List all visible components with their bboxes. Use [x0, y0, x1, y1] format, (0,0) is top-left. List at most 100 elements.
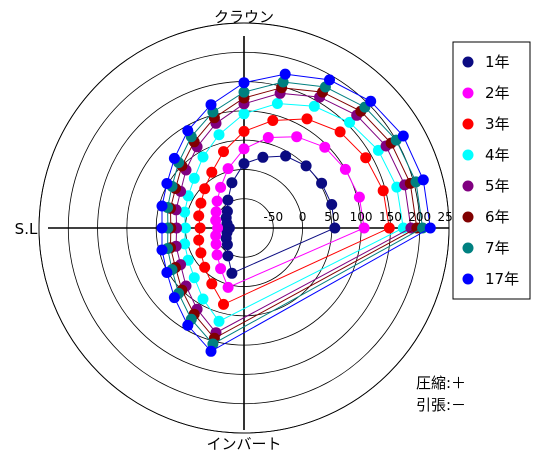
legend-label: 6年 [485, 208, 510, 226]
data-point [205, 99, 217, 111]
data-point [222, 194, 234, 206]
legend-item: 3年 [462, 115, 510, 133]
data-point [222, 163, 234, 175]
data-point [238, 77, 250, 89]
data-point [280, 150, 292, 162]
data-point [291, 131, 303, 143]
data-point [267, 115, 279, 126]
data-point [193, 210, 205, 222]
data-point [353, 191, 365, 203]
legend-item: 5年 [462, 177, 510, 195]
data-point [339, 163, 351, 175]
radial-tick-labels: -50 0 50 100 150 200 250 [263, 210, 460, 224]
legend-marker [462, 242, 474, 254]
data-point [397, 130, 409, 142]
data-point [238, 108, 250, 120]
data-point [334, 126, 346, 138]
data-point [308, 100, 320, 112]
legend-item: 2年 [462, 84, 510, 102]
series-group [156, 68, 436, 357]
data-point [168, 292, 180, 304]
data-point [205, 345, 217, 357]
data-point [316, 177, 328, 189]
data-point [238, 143, 250, 155]
direction-label-bottom: インバート [206, 435, 281, 453]
data-point [168, 152, 180, 164]
data-point [226, 267, 238, 279]
legend-marker [462, 149, 474, 161]
radial-tick-label: 100 [350, 210, 373, 224]
data-point [329, 222, 341, 234]
legend-label: 1年 [485, 53, 510, 71]
data-point [213, 129, 225, 141]
data-point [194, 222, 206, 234]
data-point [226, 177, 238, 189]
legend: 1年 2年 3年 4年 5年 6年 7年 17年 [452, 41, 531, 300]
legend-box [452, 41, 531, 300]
data-point [319, 141, 331, 153]
data-point [179, 206, 191, 218]
legend-marker [462, 118, 474, 130]
data-point [179, 222, 191, 234]
radial-tick-label: -50 [263, 210, 283, 224]
data-point [206, 278, 218, 290]
data-point [197, 151, 209, 163]
data-point [238, 158, 250, 170]
data-point [156, 222, 168, 234]
data-point [301, 113, 313, 125]
data-point [326, 199, 338, 210]
radial-tick-label: 150 [379, 210, 402, 224]
data-point [206, 166, 218, 178]
series-8 [156, 68, 436, 357]
series-1 [220, 150, 341, 279]
data-point [195, 247, 207, 259]
data-point [210, 230, 222, 242]
data-point [344, 116, 356, 128]
data-point [324, 74, 335, 86]
data-point [262, 132, 274, 143]
data-point [161, 267, 173, 278]
legend-label: 7年 [485, 239, 510, 257]
data-point [197, 293, 209, 305]
series-4 [179, 98, 409, 327]
direction-label-left: S.L [15, 220, 38, 238]
data-point [222, 250, 234, 262]
data-point [360, 152, 372, 164]
data-point [238, 125, 250, 137]
data-point [182, 125, 194, 137]
data-point [377, 185, 389, 197]
radial-tick-label: 200 [408, 210, 431, 224]
data-point [156, 244, 168, 256]
legend-label: 4年 [485, 146, 510, 164]
data-point [211, 195, 223, 207]
legend-item: 6年 [462, 208, 510, 226]
data-point [221, 239, 233, 251]
data-point [417, 174, 429, 186]
data-point [210, 206, 222, 218]
legend-marker [462, 56, 474, 68]
data-point [193, 234, 205, 246]
data-point [211, 249, 223, 261]
legend-label: 5年 [485, 177, 510, 195]
note-tension: 引張:－ [416, 396, 466, 414]
series-3 [193, 113, 395, 310]
legend-marker [462, 87, 474, 99]
legend-label: 3年 [485, 115, 510, 133]
note-compression: 圧縮:＋ [416, 374, 466, 392]
data-point [213, 315, 225, 327]
series-2 [210, 131, 370, 293]
data-point [188, 272, 200, 284]
data-point [271, 98, 283, 109]
legend-item: 17年 [462, 270, 519, 288]
data-point [218, 298, 229, 310]
radial-tick-label: 50 [324, 210, 339, 224]
data-point [383, 222, 395, 234]
data-point [188, 172, 200, 184]
direction-label-top: クラウン [214, 8, 274, 26]
legend-item: 7年 [462, 239, 510, 257]
legend-item: 1年 [462, 53, 510, 71]
data-point [199, 183, 211, 195]
data-point [182, 319, 194, 331]
legend-marker [462, 180, 474, 192]
